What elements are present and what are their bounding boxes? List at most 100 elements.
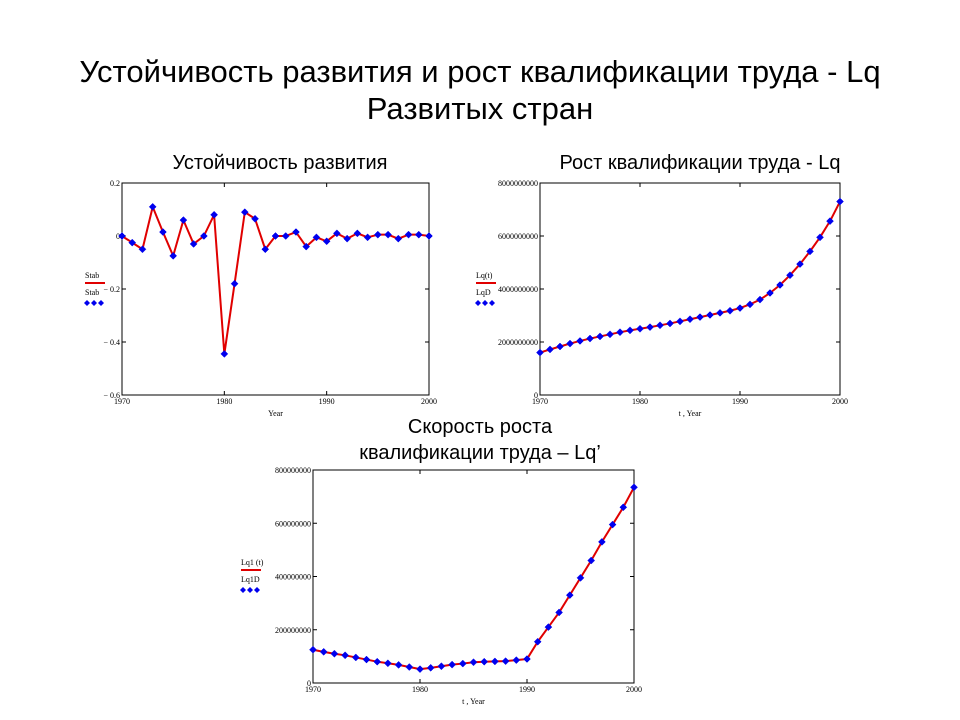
data-point-lq1 [491, 657, 499, 666]
legend-label-line-lq1: Lq1 (t) [241, 558, 264, 567]
chart-title-stab: Устойчивость развития [172, 152, 388, 174]
data-point-stab [414, 230, 423, 239]
series-line-stab [121, 205, 430, 355]
y-tick-label-stab: 0 [116, 232, 120, 241]
x-tick-label-lq: 1980 [632, 397, 648, 406]
x-axis-label-stab: Year [268, 409, 283, 418]
data-point-lq1 [587, 556, 596, 565]
data-point-stab [353, 229, 362, 238]
data-point-stab [220, 350, 229, 358]
data-point-stab [271, 232, 280, 240]
x-axis-label-lq: t , Year [679, 409, 702, 418]
data-point-stab [230, 279, 239, 288]
data-point-lq [816, 233, 824, 242]
x-axis-label-lq1: t , Year [462, 697, 485, 706]
data-point-lq [806, 247, 814, 256]
data-point-lq [616, 328, 624, 337]
data-point-lq1 [458, 659, 467, 668]
data-point-lq [556, 342, 564, 351]
data-point-lq [786, 271, 794, 280]
y-tick-label-lq: 4000000000 [498, 285, 538, 294]
data-point-lq1 [555, 608, 563, 617]
data-point-stab [302, 242, 311, 251]
data-point-lq1 [373, 657, 382, 666]
data-point-lq [656, 321, 664, 330]
data-point-lq [706, 311, 714, 319]
plot-frame-stab [121, 182, 430, 396]
data-point-lq [766, 289, 774, 297]
data-point-lq [536, 348, 544, 357]
data-point-lq1 [576, 573, 585, 582]
data-point-lq [736, 304, 744, 312]
data-point-lq [636, 324, 644, 333]
legend-swatch-marker-lq [475, 300, 481, 306]
plot-frame-lq [539, 182, 841, 396]
data-point-lq1 [384, 659, 392, 668]
legend-swatch-marker-lq1 [240, 587, 246, 593]
y-tick-label-lq1: 200000000 [275, 626, 311, 635]
data-point-stab [200, 232, 208, 240]
y-tick-label-stab: − 0.6 [103, 391, 120, 400]
legend-label-line-lq: Lq(t) [476, 271, 493, 280]
data-point-lq [606, 330, 614, 339]
legend-swatch-marker-lq [482, 300, 488, 306]
legend-swatch-marker-lq [489, 300, 495, 306]
data-point-lq1 [416, 665, 424, 674]
data-point-lq [576, 337, 584, 345]
data-point-lq [546, 345, 554, 354]
data-point-lq [676, 317, 684, 326]
y-tick-label-lq: 6000000000 [498, 232, 538, 241]
data-point-stab [333, 229, 341, 238]
y-tick-label-lq1: 400000000 [275, 573, 311, 582]
data-point-stab [169, 252, 178, 260]
chart-title-lq1: Скорость роста [407, 416, 553, 438]
data-point-lq [626, 326, 634, 335]
data-point-lq [726, 306, 734, 315]
data-point-lq [646, 323, 654, 332]
series-line-lq1 [312, 486, 635, 671]
data-point-lq [716, 308, 724, 317]
chart-title-lq: Рост квалификации труда - Lq [559, 152, 841, 174]
y-tick-label-lq1: 600000000 [275, 519, 311, 528]
data-point-stab [128, 238, 137, 247]
legend-label-markers-lq1: Lq1D [241, 575, 260, 584]
data-point-lq [666, 319, 674, 328]
data-point-stab [148, 202, 157, 211]
legend-swatch-marker-stab [91, 300, 97, 306]
data-point-lq1 [319, 647, 328, 656]
data-point-lq1 [598, 538, 606, 546]
data-point-lq1 [437, 662, 446, 671]
y-tick-label-stab: 0.2 [110, 179, 120, 188]
chart-subtitle-lq1: квалификации труда – Lq’ [359, 442, 601, 464]
y-tick-label-lq: 8000000000 [498, 179, 538, 188]
y-tick-label-lq1: 0 [307, 679, 311, 688]
data-point-stab [394, 234, 403, 243]
legend-label-markers-lq: LqD [476, 288, 491, 297]
data-point-stab [240, 208, 249, 217]
data-point-stab [404, 230, 413, 239]
data-point-lq [586, 334, 594, 343]
data-point-lq1 [309, 645, 317, 654]
data-point-lq [566, 339, 574, 348]
slide-title-line-1: Устойчивость развития и рост квалификаци… [79, 54, 881, 89]
data-point-lq1 [362, 655, 371, 664]
data-point-lq [796, 260, 804, 268]
series-line-lq [539, 201, 841, 354]
data-point-stab [179, 216, 188, 224]
data-point-lq1 [405, 663, 414, 671]
data-point-stab [251, 214, 259, 223]
x-tick-label-stab: 1980 [216, 397, 232, 406]
data-point-lq [746, 300, 754, 309]
x-tick-label-lq1: 2000 [626, 685, 642, 694]
data-point-stab [384, 230, 392, 239]
data-point-lq1 [544, 623, 553, 631]
data-point-stab [118, 232, 126, 240]
x-tick-label-lq: 2000 [832, 397, 848, 406]
x-tick-label-stab: 1990 [319, 397, 335, 406]
data-point-lq1 [351, 653, 360, 662]
y-tick-label-lq: 0 [534, 391, 538, 400]
data-point-stab [373, 230, 382, 239]
data-point-lq [836, 197, 844, 206]
data-point-stab [343, 234, 351, 243]
